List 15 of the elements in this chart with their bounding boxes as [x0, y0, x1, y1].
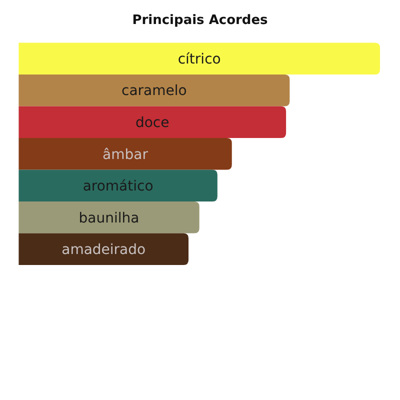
bar — [18, 233, 189, 265]
y-tick-label: caramelo — [122, 83, 187, 100]
bar — [18, 201, 200, 234]
y-tick-label: amadeirado — [62, 242, 146, 258]
y-tick-label: aromático — [82, 178, 154, 195]
y-tick-label: doce — [136, 114, 170, 131]
bar — [18, 74, 290, 106]
y-tick-label: baunilha — [78, 210, 140, 226]
chart-title: Principais Acordes — [132, 13, 268, 28]
bar — [18, 138, 232, 170]
y-tick-label: cítrico — [178, 51, 221, 68]
y-tick-label: âmbar — [102, 146, 148, 163]
bar — [18, 170, 218, 202]
bar — [18, 106, 286, 138]
bar — [18, 42, 380, 74]
